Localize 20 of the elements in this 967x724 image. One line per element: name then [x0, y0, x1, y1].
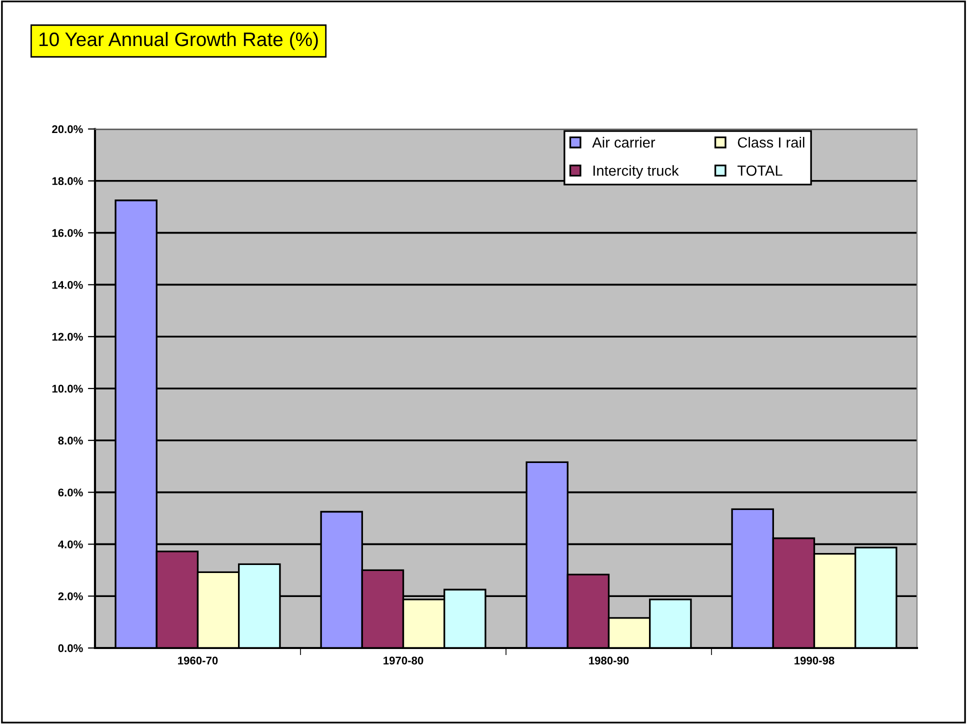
x-tick-label: 1980-90	[589, 656, 629, 664]
y-tick-label: 2.0%	[58, 592, 83, 600]
y-tick-label: 0.0%	[58, 644, 83, 652]
x-tick-label: 1970-80	[384, 656, 424, 664]
chart-title: 10 Year Annual Growth Rate (%)	[39, 32, 318, 50]
y-tick-label: 6.0%	[58, 488, 83, 496]
y-tick-label: 18.0%	[52, 177, 83, 186]
legend-label: Air carrier	[592, 136, 656, 148]
legend-label: Intercity truck	[593, 165, 679, 179]
x-tick-label: 1990-98	[794, 656, 834, 664]
y-tick-label: 12.0%	[52, 332, 83, 341]
y-tick-label: 20.0%	[52, 125, 83, 134]
x-tick-label: 1960-70	[178, 656, 218, 664]
y-tick-label: 4.0%	[58, 540, 83, 548]
y-tick-label: 10.0%	[52, 384, 83, 393]
legend-label: Class I rail	[738, 136, 804, 148]
y-tick-label: 16.0%	[52, 229, 83, 237]
y-tick-label: 8.0%	[58, 436, 83, 445]
y-tick-label: 14.0%	[52, 280, 83, 289]
legend-label: TOTAL	[738, 166, 782, 176]
